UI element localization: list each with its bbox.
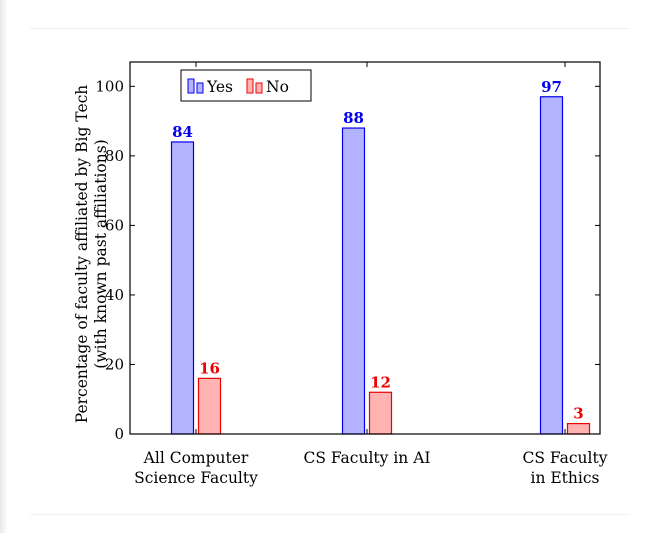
top-rule bbox=[30, 28, 630, 29]
x-tick-label-line: CS Faculty in AI bbox=[303, 449, 430, 467]
plot-frame bbox=[129, 61, 601, 435]
legend-swatch-yes bbox=[187, 78, 195, 94]
bars: 84 16 88 12 97 3 bbox=[170, 78, 591, 435]
bottom-rule bbox=[30, 514, 630, 515]
x-tick-label: CS Faculty in AI bbox=[303, 449, 430, 467]
data-label: 12 bbox=[370, 373, 391, 391]
y-axis-title-line-2: (with known past affiliations) bbox=[92, 139, 110, 368]
x-tick-label-line: Science Faculty bbox=[134, 469, 258, 487]
bar-no bbox=[566, 422, 591, 435]
y-tick-label: 20 bbox=[105, 355, 124, 373]
legend-swatch-no bbox=[246, 78, 254, 94]
data-label: 88 bbox=[343, 109, 364, 127]
bar-yes bbox=[170, 141, 195, 435]
y-tick-label: 40 bbox=[105, 286, 124, 304]
x-tick-label-line: CS Faculty bbox=[523, 449, 608, 467]
legend: Yes No bbox=[180, 69, 312, 102]
x-tick-label-line: in Ethics bbox=[531, 469, 600, 487]
x-tick-label: All Computer Science Faculty bbox=[134, 449, 258, 487]
y-axis-title: Percentage of faculty affiliated by Big … bbox=[73, 85, 110, 424]
data-label: 97 bbox=[541, 78, 562, 96]
y-tick-label: 0 bbox=[114, 425, 124, 443]
bar-no bbox=[368, 391, 393, 435]
data-label: 84 bbox=[172, 123, 193, 141]
bar-yes bbox=[539, 96, 564, 435]
legend-swatch-no bbox=[255, 82, 263, 94]
legend-label-yes: Yes bbox=[206, 78, 233, 96]
legend-swatch-yes bbox=[196, 82, 204, 94]
y-tick-label: 100 bbox=[95, 77, 124, 95]
data-label: 16 bbox=[199, 359, 220, 377]
left-shadow bbox=[0, 0, 8, 533]
y-tick-label: 80 bbox=[105, 147, 124, 165]
legend-label-no: No bbox=[266, 78, 289, 96]
x-tick-label-line: All Computer bbox=[143, 449, 249, 467]
y-axis-title-line-1: Percentage of faculty affiliated by Big … bbox=[73, 85, 91, 424]
bar-no bbox=[197, 377, 222, 435]
axis-ticks: 0 20 40 60 80 100 All Computer Science Faculty C… bbox=[95, 62, 608, 487]
x-tick-label: CS Faculty in Ethics bbox=[523, 449, 608, 487]
data-label: 3 bbox=[573, 405, 583, 423]
bar-yes bbox=[341, 127, 366, 435]
y-tick-label: 60 bbox=[105, 216, 124, 234]
